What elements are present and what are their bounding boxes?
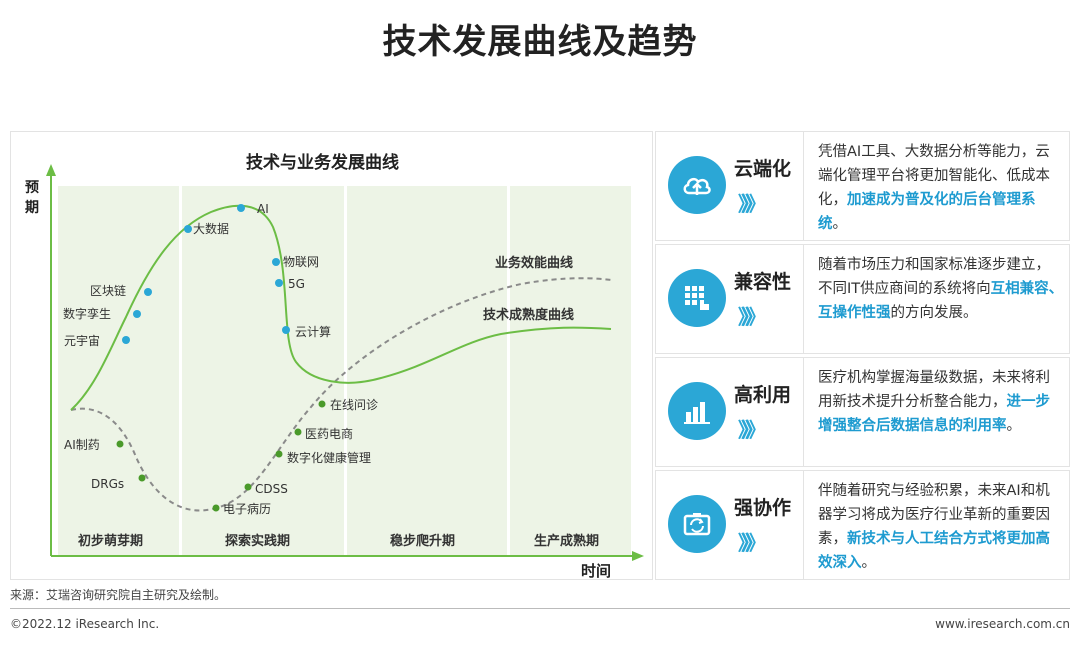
- trend-text: 伴随着研究与经验积累，未来AI和机器学习将成为医疗行业革新的重要因素，: [818, 483, 1050, 547]
- tech-point-digital-twin: [133, 310, 141, 318]
- biz-point-cdss: [244, 483, 252, 491]
- hype-cycle-diagram: 预 期 时间 技术与业务发展曲线 初步萌芽期 探索实践期 稳步爬升期 生产成熟期…: [25, 152, 644, 580]
- website-link[interactable]: www.iresearch.com.cn: [935, 617, 1070, 631]
- trend-highlight: 进一步增强整合后数据信息的利用率: [818, 394, 1050, 434]
- biz-point-ai-pharma: [116, 440, 124, 448]
- trend-text: 医疗机构掌握海量级数据，未来将利用新技术提升分析整合能力，: [818, 370, 1050, 410]
- trend-label: 强协作: [734, 497, 792, 519]
- chevron-right-icon: 》》》: [738, 305, 766, 329]
- trend-iconbox: 云端化 》》》: [656, 132, 804, 240]
- curve-label-tech: 技术成熟度曲线: [483, 307, 574, 323]
- biz-label-digital-health: 数字化健康管理: [287, 450, 371, 465]
- tech-label-ai: AI: [257, 202, 269, 216]
- bar-chart-icon: [668, 382, 726, 440]
- tech-point-cloud: [282, 326, 290, 334]
- phase-label-3: 稳步爬升期: [390, 533, 455, 549]
- tech-point-iot: [272, 258, 280, 266]
- biz-point-pharma-ecommerce: [294, 428, 302, 436]
- chevron-right-icon: 》》》: [738, 418, 766, 442]
- y-axis-arrow: [46, 164, 56, 176]
- hype-cycle-panel: 预 期 时间 技术与业务发展曲线 初步萌芽期 探索实践期 稳步爬升期 生产成熟期…: [10, 131, 653, 580]
- trend-iconbox: 兼容性 》》》: [656, 245, 804, 353]
- trend-label: 云端化: [734, 158, 792, 180]
- trend-description: 伴随着研究与经验积累，未来AI和机器学习将成为医疗行业革新的重要因素，新技术与人…: [818, 479, 1064, 575]
- trend-highlight: 加速成为普及化的后台管理系统: [818, 192, 1036, 232]
- footer-divider: [10, 608, 1070, 609]
- tech-label-iot: 物联网: [283, 255, 319, 269]
- biz-point-digital-health: [275, 450, 283, 458]
- grid-touch-icon: [668, 269, 726, 327]
- biz-point-online-consult: [318, 400, 326, 408]
- tech-point-ai: [237, 204, 245, 212]
- trend-highlight: 互相兼容、互操作性强: [818, 281, 1064, 321]
- tech-label-cloud: 云计算: [295, 324, 331, 339]
- page-title: 技术发展曲线及趋势: [382, 22, 698, 62]
- cloud-icon: [668, 156, 726, 214]
- phase-label-1: 初步萌芽期: [78, 533, 143, 549]
- phase-label-4: 生产成熟期: [534, 533, 599, 549]
- biz-label-drgs: DRGs: [91, 477, 124, 491]
- trend-label: 高利用: [734, 384, 792, 406]
- phase-bg-4: [510, 186, 631, 556]
- tech-maturity-curve: [70, 204, 612, 411]
- phase-bg-1: [58, 186, 179, 556]
- trend-iconbox: 强协作 》》》: [656, 471, 804, 579]
- tech-label-big-data: 大数据: [193, 221, 229, 236]
- phase-label-2: 探索实践期: [225, 533, 290, 549]
- phase-bg-3: [347, 186, 507, 556]
- tech-point-big-data: [184, 225, 192, 233]
- trend-label: 兼容性: [734, 271, 792, 293]
- trend-tail: 。: [832, 216, 848, 232]
- biz-label-ai-pharma: AI制药: [64, 438, 100, 452]
- phase-bg-2: [182, 186, 344, 556]
- biz-label-pharma-ecommerce: 医药电商: [305, 426, 353, 441]
- trend-highlight: 新技术与人工结合方式将更加高效深入: [818, 531, 1050, 571]
- diagram-title: 技术与业务发展曲线: [246, 152, 399, 173]
- curve-label-business: 业务效能曲线: [495, 255, 573, 271]
- chevron-right-icon: 》》》: [738, 192, 766, 216]
- trend-iconbox: 高利用 》》》: [656, 358, 804, 466]
- trend-text: 凭借AI工具、大数据分析等能力，云端化管理平台将更加智能化、低成本化，: [818, 144, 1050, 208]
- biz-label-online-consult: 在线问诊: [330, 398, 378, 412]
- trend-tail: 的方向发展。: [890, 305, 978, 321]
- chevron-right-icon: 》》》: [738, 531, 766, 555]
- tech-point-metaverse: [122, 336, 130, 344]
- trends-panel: 云端化 》》》 凭借AI工具、大数据分析等能力，云端化管理平台将更加智能化、低成…: [655, 131, 1070, 580]
- trend-tail: 。: [861, 555, 877, 571]
- trend-description: 医疗机构掌握海量级数据，未来将利用新技术提升分析整合能力，进一步增强整合后数据信…: [818, 366, 1064, 438]
- tech-point-5g: [275, 279, 283, 287]
- trend-row-compatibility: 兼容性 》》》 随着市场压力和国家标准逐步建立，不同IT供应商间的系统将向互相兼…: [655, 244, 1070, 354]
- x-axis-arrow: [632, 551, 644, 561]
- sync-icon: [668, 495, 726, 553]
- trend-row-collaboration: 强协作 》》》 伴随着研究与经验积累，未来AI和机器学习将成为医疗行业革新的重要…: [655, 470, 1070, 580]
- biz-point-drgs: [138, 474, 146, 482]
- copyright: ©2022.12 iResearch Inc.: [10, 617, 160, 631]
- y-axis-label-1: 预: [25, 180, 39, 196]
- tech-label-digital-twin: 数字孪生: [63, 306, 111, 321]
- tech-label-blockchain: 区块链: [90, 283, 126, 298]
- trend-row-utilization: 高利用 》》》 医疗机构掌握海量级数据，未来将利用新技术提升分析整合能力，进一步…: [655, 357, 1070, 467]
- x-axis-label: 时间: [581, 562, 611, 580]
- tech-point-blockchain: [144, 288, 152, 296]
- tech-label-5g: 5G: [288, 277, 305, 291]
- trend-description: 随着市场压力和国家标准逐步建立，不同IT供应商间的系统将向互相兼容、互操作性强的…: [818, 253, 1064, 325]
- biz-label-cdss: CDSS: [255, 482, 288, 496]
- trend-row-cloud: 云端化 》》》 凭借AI工具、大数据分析等能力，云端化管理平台将更加智能化、低成…: [655, 131, 1070, 241]
- y-axis-label-2: 期: [25, 200, 39, 216]
- trend-tail: 。: [1006, 418, 1022, 434]
- trend-text: 随着市场压力和国家标准逐步建立，不同IT供应商间的系统将向: [818, 257, 1050, 297]
- biz-label-emr: 电子病历: [223, 501, 271, 516]
- source-note: 来源：艾瑞咨询研究院自主研究及绘制。: [10, 588, 227, 602]
- biz-point-emr: [212, 504, 220, 512]
- tech-label-metaverse: 元宇宙: [64, 333, 100, 348]
- trend-description: 凭借AI工具、大数据分析等能力，云端化管理平台将更加智能化、低成本化，加速成为普…: [818, 140, 1064, 236]
